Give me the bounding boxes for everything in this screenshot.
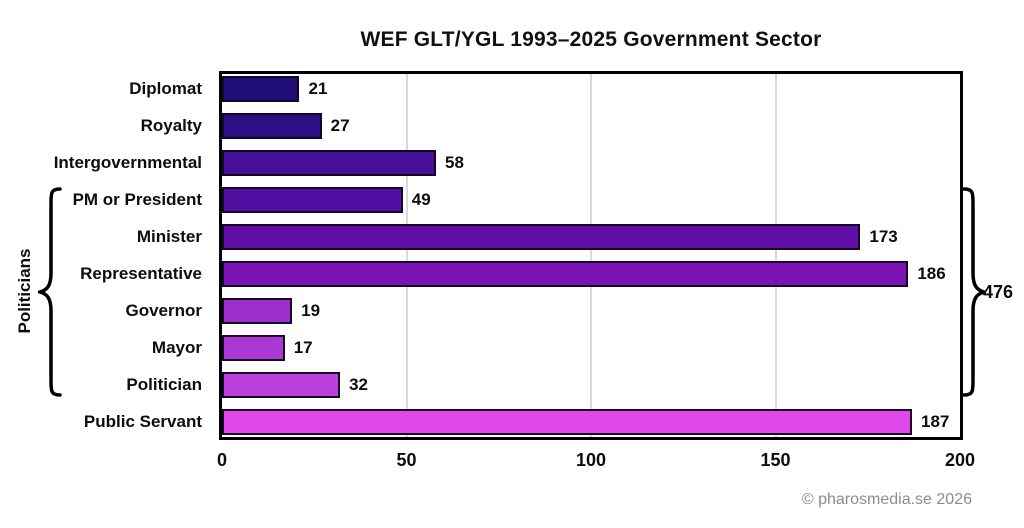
value-label-governor: 19 <box>301 300 321 320</box>
category-label-pm-or-president: PM or President <box>72 190 202 210</box>
chart-title: WEF GLT/YGL 1993–2025 Government Sector <box>360 28 822 51</box>
value-label-pm-or-president: 49 <box>411 190 431 210</box>
bar-governor <box>222 297 293 324</box>
bar-royalty <box>222 113 322 140</box>
x-tick-label-200: 200 <box>944 450 976 470</box>
value-label-minister: 173 <box>869 227 898 247</box>
x-tick-label-100: 100 <box>575 450 607 470</box>
category-label-representative: Representative <box>80 263 202 283</box>
value-label-public-servant: 187 <box>921 411 950 431</box>
category-label-public-servant: Public Servant <box>83 411 202 431</box>
bar-pm-or-president <box>222 187 403 214</box>
category-label-politician: Politician <box>126 374 202 394</box>
bar-public-servant <box>222 408 913 435</box>
bar-representative <box>222 260 909 287</box>
x-tick-label-0: 0 <box>216 450 227 470</box>
bar-intergovernmental <box>222 150 437 177</box>
gridline-x-100 <box>590 74 592 437</box>
category-label-diplomat: Diplomat <box>129 79 202 99</box>
plot-area <box>219 71 963 440</box>
copyright-text: © pharosmedia.se 2026 <box>801 491 972 508</box>
bar-minister <box>222 224 861 251</box>
bar-diplomat <box>222 76 300 103</box>
total-group-brace <box>962 187 986 397</box>
category-label-intergovernmental: Intergovernmental <box>53 153 202 173</box>
value-label-politician: 32 <box>349 374 368 394</box>
category-label-royalty: Royalty <box>140 116 202 136</box>
politicians-total-value: 476 <box>983 282 1014 302</box>
value-label-intergovernmental: 58 <box>445 153 464 173</box>
gridline-x-50 <box>405 74 408 437</box>
category-label-governor: Governor <box>125 300 202 320</box>
politicians-group-brace <box>38 187 62 397</box>
bar-politician <box>222 371 341 398</box>
value-label-mayor: 17 <box>293 337 313 357</box>
gridline-x-150 <box>774 74 777 437</box>
value-label-royalty: 27 <box>330 116 350 136</box>
category-label-mayor: Mayor <box>151 337 202 357</box>
x-tick-label-150: 150 <box>760 450 791 470</box>
value-label-diplomat: 21 <box>308 79 328 99</box>
x-tick-label-50: 50 <box>396 450 417 470</box>
value-label-representative: 186 <box>917 263 946 283</box>
bar-mayor <box>222 334 285 361</box>
category-label-minister: Minister <box>136 227 202 247</box>
